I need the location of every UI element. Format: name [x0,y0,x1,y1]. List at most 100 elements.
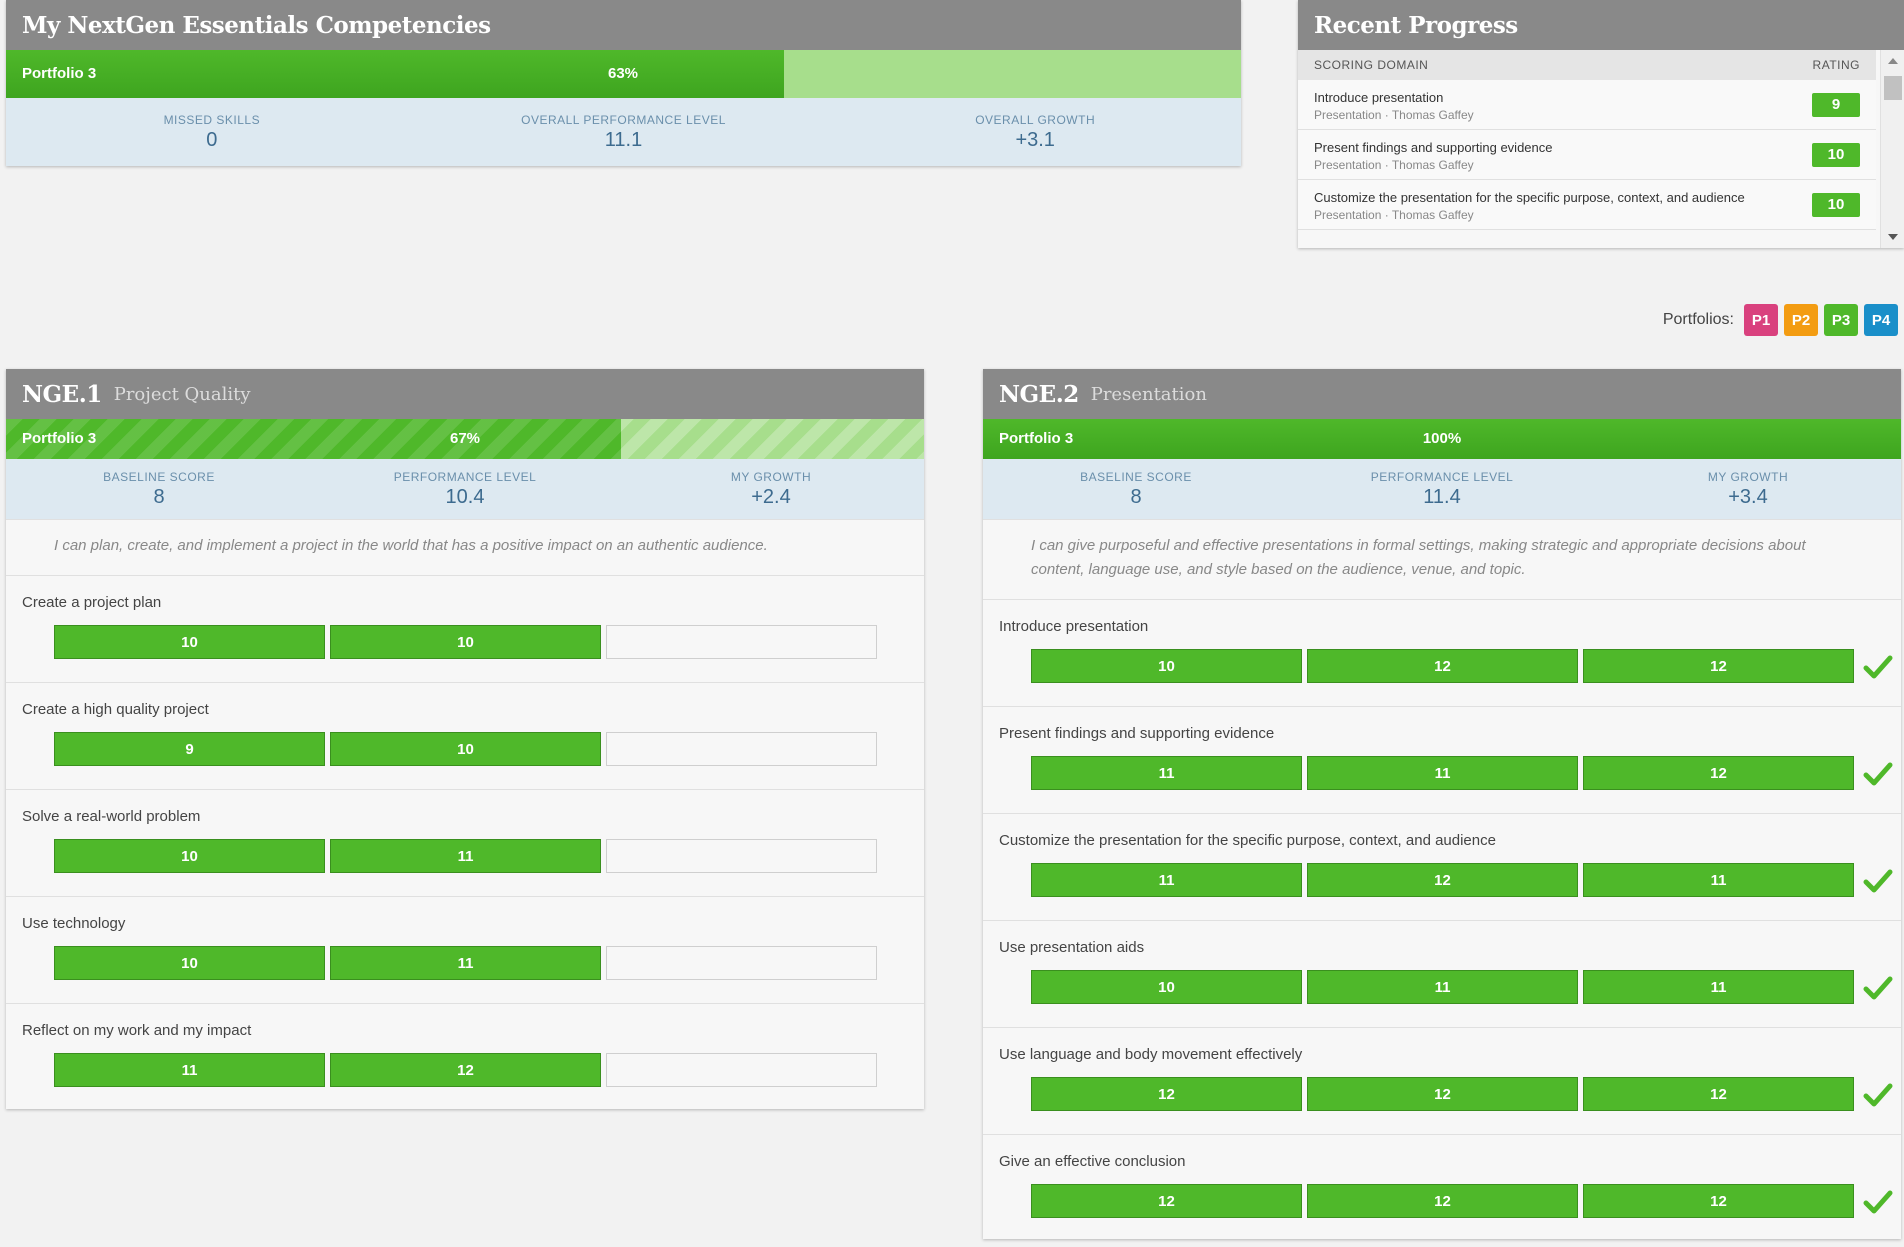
score-cell[interactable]: 12 [330,1053,601,1087]
competency-description: I can plan, create, and implement a proj… [6,519,924,576]
score-cell[interactable]: 11 [1583,970,1854,1004]
score-cell[interactable]: 12 [1583,1077,1854,1111]
score-cell[interactable]: 12 [1583,649,1854,683]
row-title: Introduce presentation [1314,90,1444,105]
stat-value: 8 [1130,485,1142,508]
column-header-rating: RATING [1812,58,1860,72]
score-cell[interactable]: 10 [1031,649,1302,683]
stat-value: 8 [153,485,165,508]
stat-overall-growth: OVERALL GROWTH +3.1 [829,113,1241,152]
portfolio-p1-pill[interactable]: P1 [1744,304,1778,336]
stat-label: OVERALL GROWTH [975,112,1096,127]
score-cell[interactable]: 11 [1031,756,1302,790]
skill-scores: 11 12 [54,1053,877,1087]
stat-value: +3.1 [1015,128,1055,151]
skill-row: Use presentation aids 10 11 11 [983,921,1901,1028]
score-cell-empty[interactable] [606,732,877,766]
scroll-down-arrow-icon[interactable] [1888,234,1898,240]
nge1-progress-bar: Portfolio 3 67% [6,419,924,459]
stat-performance-level: PERFORMANCE LEVEL 11.4 [1289,470,1595,509]
competency-code: NGE.1 [22,380,102,408]
score-cell[interactable]: 11 [330,946,601,980]
table-row[interactable]: Customize the presentation for the speci… [1298,180,1876,230]
checkmark-icon [1863,762,1893,786]
scrollbar-thumb[interactable] [1884,76,1902,100]
stat-value: 0 [206,128,218,151]
score-cell[interactable]: 12 [1031,1077,1302,1111]
score-cell[interactable]: 12 [1307,1077,1578,1111]
skill-name: Introduce presentation [999,618,1149,635]
stat-my-growth: MY GROWTH +3.4 [1595,470,1901,509]
portfolio-p4-pill[interactable]: P4 [1864,304,1898,336]
portfolios-legend: Portfolios: P1 P2 P3 P4 [1663,304,1898,336]
score-cell[interactable]: 10 [330,625,601,659]
recent-progress-list[interactable]: SCORING DOMAIN RATING Introduce presenta… [1298,50,1876,230]
competency-name: Project Quality [113,383,251,405]
portfolio-p3-pill[interactable]: P3 [1824,304,1858,336]
score-cell-empty[interactable] [606,1053,877,1087]
score-cell[interactable]: 12 [1307,649,1578,683]
score-cell[interactable]: 12 [1031,1184,1302,1218]
stat-missed-skills: MISSED SKILLS 0 [6,113,418,152]
stat-label: PERFORMANCE LEVEL [1370,469,1514,484]
scrollbar[interactable] [1880,50,1904,248]
competency-name: Presentation [1090,383,1207,405]
stat-label: MY GROWTH [730,469,812,484]
skill-row: Present findings and supporting evidence… [983,707,1901,814]
score-cell[interactable]: 11 [1307,970,1578,1004]
score-cell[interactable]: 12 [1307,1184,1578,1218]
card-title: My NextGen Essentials Competencies [22,11,491,39]
score-cell[interactable]: 10 [54,839,325,873]
table-row[interactable]: Introduce presentation Presentation · Th… [1298,80,1876,130]
progress-fill [6,50,785,98]
card-title: Recent Progress [1314,11,1518,39]
skill-name: Use technology [22,915,126,932]
score-cell[interactable]: 11 [330,839,601,873]
card-header: NGE.1 Project Quality [6,369,924,419]
skill-row: Use technology 10 11 [6,897,924,1004]
score-cell[interactable]: 12 [1583,1184,1854,1218]
skill-scores: 12 12 12 [1031,1184,1854,1218]
score-cell[interactable]: 11 [1583,863,1854,897]
skill-name: Solve a real-world problem [22,808,201,825]
row-meta: Presentation · Thomas Gaffey [1314,158,1474,172]
stat-label: PERFORMANCE LEVEL [393,469,537,484]
skill-row: Give an effective conclusion 12 12 12 [983,1135,1901,1242]
score-cell[interactable]: 11 [54,1053,325,1087]
score-cell-empty[interactable] [606,946,877,980]
checkmark-icon [1863,655,1893,679]
skill-scores: 10 11 [54,946,877,980]
card-header: NGE.2 Presentation [983,369,1901,419]
stat-my-growth: MY GROWTH +2.4 [618,470,924,509]
competencies-summary-card: My NextGen Essentials Competencies Portf… [6,0,1241,166]
score-cell-empty[interactable] [606,625,877,659]
score-cell-empty[interactable] [606,839,877,873]
score-cell[interactable]: 10 [330,732,601,766]
summary-stats: MISSED SKILLS 0 OVERALL PERFORMANCE LEVE… [6,98,1241,166]
score-cell[interactable]: 12 [1583,756,1854,790]
score-cell[interactable]: 12 [1307,863,1578,897]
score-cell[interactable]: 10 [54,625,325,659]
skill-name: Reflect on my work and my impact [22,1022,252,1039]
competency-code: NGE.2 [999,380,1079,408]
skill-row: Create a project plan 10 10 [6,576,924,683]
portfolio-p2-pill[interactable]: P2 [1784,304,1818,336]
score-cell[interactable]: 10 [54,946,325,980]
stat-label: MY GROWTH [1707,469,1789,484]
score-cell[interactable]: 11 [1307,756,1578,790]
skill-name: Use language and body movement effective… [999,1046,1303,1063]
score-cell[interactable]: 11 [1031,863,1302,897]
score-cell[interactable]: 9 [54,732,325,766]
stat-overall-performance: OVERALL PERFORMANCE LEVEL 11.1 [418,113,830,152]
rating-badge: 10 [1812,142,1860,167]
card-header: My NextGen Essentials Competencies [6,0,1241,50]
stat-label: BASELINE SCORE [1080,469,1192,484]
overall-progress-bar: Portfolio 3 63% [6,50,1241,98]
table-row[interactable]: Present findings and supporting evidence… [1298,130,1876,180]
stat-performance-level: PERFORMANCE LEVEL 10.4 [312,470,618,509]
score-cell[interactable]: 10 [1031,970,1302,1004]
progress-fill [983,419,1901,459]
row-meta: Presentation · Thomas Gaffey [1314,208,1474,222]
scroll-up-arrow-icon[interactable] [1888,58,1898,64]
stat-label: BASELINE SCORE [103,469,215,484]
